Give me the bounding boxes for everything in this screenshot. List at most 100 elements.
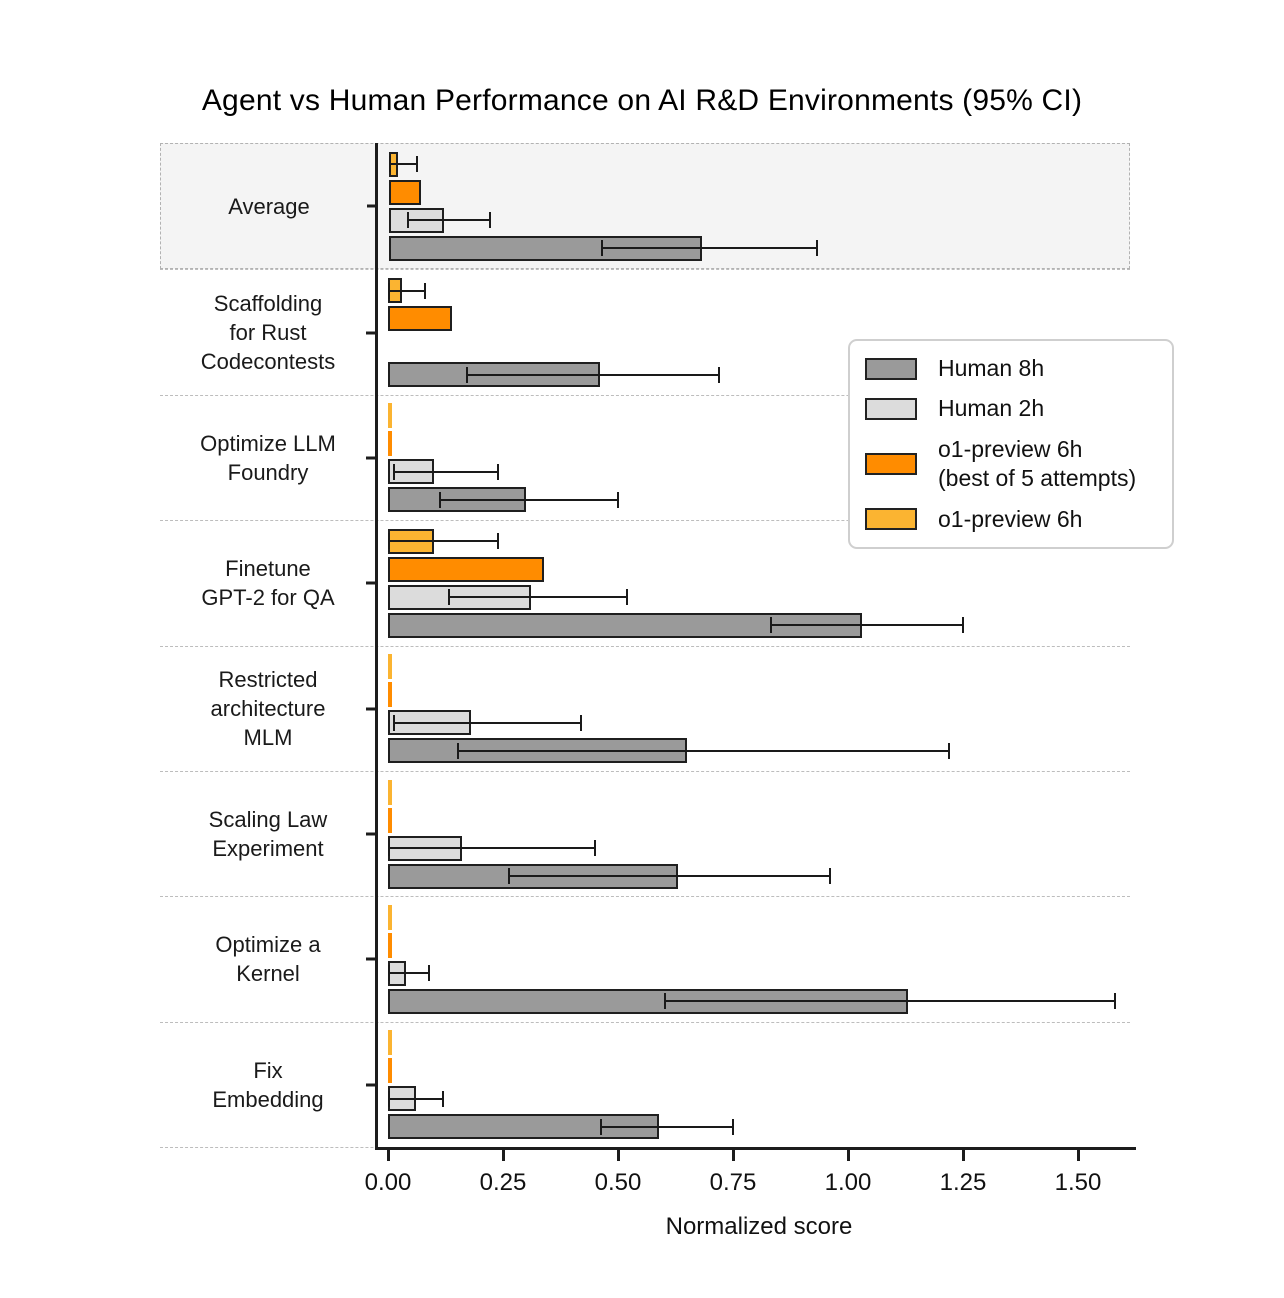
bar-line (388, 960, 1130, 986)
category-bars (376, 897, 1130, 1021)
bar-o1-preview-6h (388, 654, 392, 680)
error-bar (392, 721, 582, 724)
error-bar-cap (1113, 993, 1116, 1010)
y-axis-tick (366, 707, 377, 711)
x-tick-label: 1.00 (824, 1169, 872, 1196)
y-axis-tick (366, 331, 377, 335)
bar-o1-preview-6h-best-of-5 (388, 556, 545, 582)
error-bar-cap (617, 491, 619, 508)
category-row: Scaling Law Experiment (160, 770, 1130, 896)
legend-item-o1-preview-6h-best-of-5: o1-preview 6h (best of 5 attempts) (865, 435, 1157, 494)
error-bar-cap (447, 589, 450, 606)
x-tick-label: 0.00 (364, 1169, 412, 1196)
error-bar-cap (392, 463, 395, 480)
bar-line (388, 988, 1130, 1014)
error-bar (438, 498, 618, 501)
bar-line (388, 528, 1130, 554)
error-bar-cap (457, 742, 459, 759)
error-bar-cap (664, 993, 666, 1010)
error-bar (407, 219, 491, 222)
y-axis-spine (375, 143, 378, 1150)
legend-item-o1-preview-6h: o1-preview 6h (865, 505, 1157, 534)
error-bar-cap (948, 742, 951, 759)
legend-swatch-human-8h (865, 357, 917, 380)
x-tick-mark (847, 1150, 850, 1161)
error-bar (388, 289, 425, 292)
error-bar (388, 847, 595, 850)
x-tick-mark (1077, 1150, 1080, 1161)
legend: Human 8h Human 2h o1-preview 6h (best of 5… (848, 339, 1174, 550)
bar-o1-preview-6h-best-of-5 (388, 306, 453, 332)
error-bar-cap (497, 463, 500, 480)
error-bar-cap (428, 965, 431, 982)
bar-o1-preview-6h-best-of-5 (389, 179, 422, 205)
error-bar-cap (732, 1118, 734, 1135)
error-bar-cap (599, 1118, 602, 1135)
category-bars (376, 647, 1130, 771)
x-tick-label: 0.25 (479, 1169, 527, 1196)
bar-line (389, 179, 1129, 205)
bar-line (388, 1114, 1130, 1140)
x-tick-mark (617, 1150, 620, 1161)
error-bar (447, 596, 628, 599)
y-axis-tick (366, 957, 377, 961)
y-axis-tick (366, 456, 377, 460)
legend-swatch-o1-preview-6h (865, 508, 917, 531)
bar-line (389, 151, 1129, 177)
legend-label: Human 2h (938, 395, 1045, 422)
bar-line (388, 863, 1130, 889)
bar-line (389, 235, 1129, 261)
plot-rows: Average Scaffolding for Rust Codecontests… (160, 143, 1130, 1148)
error-bar-cap (388, 1090, 390, 1107)
chart-title: Agent vs Human Performance on AI R&D Env… (201, 84, 1083, 117)
category-bars (376, 270, 1130, 394)
error-bar-cap (489, 212, 492, 229)
error-bar-cap (423, 282, 426, 299)
bar-o1-preview-6h (388, 403, 392, 429)
error-bar (466, 373, 720, 376)
category-row: Optimize LLM Foundry (160, 394, 1130, 520)
category-bars (376, 1023, 1130, 1147)
error-bar-cap (600, 240, 603, 257)
error-bar (769, 624, 963, 627)
x-tick-label: 0.50 (594, 1169, 642, 1196)
bar-line (388, 1030, 1130, 1056)
y-axis-tick (367, 204, 378, 208)
category-row: Finetune GPT-2 for QA (160, 520, 1130, 645)
category-label: Optimize LLM Foundry (160, 396, 377, 520)
error-bar-cap (769, 617, 772, 634)
legend-label: o1-preview 6h (best of 5 attempts) (938, 435, 1137, 492)
x-tick-label: 1.25 (939, 1169, 987, 1196)
chart-area: Average Scaffolding for Rust Codecontests… (160, 143, 1174, 1240)
error-bar-cap (389, 156, 391, 173)
error-bar (392, 470, 499, 473)
legend-swatch-human-2h (865, 398, 917, 421)
error-bar (457, 749, 950, 752)
x-tick-label: 0.75 (709, 1169, 757, 1196)
category-label: Scaffolding for Rust Codecontests (160, 270, 377, 394)
bar-line (388, 556, 1130, 582)
category-label: Restricted architecture MLM (160, 647, 377, 771)
bar-line (388, 278, 1130, 304)
category-label: Finetune GPT-2 for QA (160, 521, 377, 645)
error-bar-cap (594, 840, 596, 857)
legend-label: Human 8h (938, 355, 1045, 381)
error-bar-cap (407, 212, 410, 229)
bar-line (388, 612, 1130, 638)
x-tick-mark (502, 1150, 505, 1161)
error-bar-cap (718, 366, 721, 383)
category-row: Restricted architecture MLM (160, 645, 1130, 771)
y-axis-tick (366, 1083, 377, 1087)
bar-line (389, 207, 1129, 233)
bar-o1-preview-6h-best-of-5 (388, 932, 392, 958)
x-tick-mark (387, 1150, 390, 1161)
y-axis-tick (366, 581, 377, 585)
bar-o1-preview-6h-best-of-5 (388, 431, 392, 457)
bar-line (388, 835, 1130, 861)
error-bar-cap (815, 240, 818, 257)
error-bar (664, 1000, 1115, 1003)
bar-o1-preview-6h (388, 1030, 392, 1056)
bar-line (388, 779, 1130, 805)
category-row: Average (160, 143, 1130, 270)
